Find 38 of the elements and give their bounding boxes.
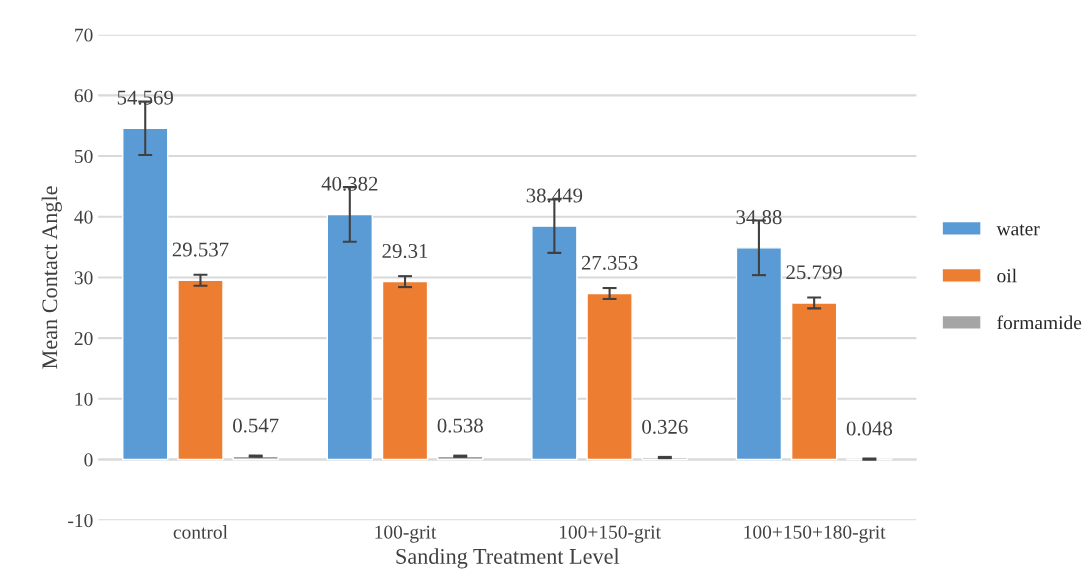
- data-label: 38.449: [526, 188, 583, 203]
- data-label: 0.538: [437, 418, 483, 433]
- legend-label: oil: [997, 268, 1017, 283]
- y-tick-label: 50: [75, 149, 93, 163]
- bar: [177, 279, 224, 461]
- y-tick-label: 60: [74, 89, 93, 103]
- y-tick-label: -10: [68, 514, 93, 528]
- x-axis-title: Sanding Treatment Level: [396, 548, 620, 569]
- y-tick-label: 0: [84, 453, 93, 467]
- data-label: 34.88: [736, 210, 782, 225]
- x-tick-label: control: [173, 525, 228, 539]
- y-tick-label: 40: [74, 210, 93, 224]
- bar: [531, 225, 578, 461]
- x-tick-label: 100-grit: [375, 525, 437, 543]
- x-tick-label: 100+150+180-grit: [744, 525, 886, 543]
- y-axis-title: Mean Contact Angle: [41, 186, 62, 369]
- data-label: 0.547: [233, 418, 279, 433]
- data-label: 0.326: [642, 419, 688, 434]
- x-tick-label: 100+150-grit: [559, 525, 661, 543]
- bar: [326, 213, 373, 461]
- data-label: 29.537: [172, 242, 229, 257]
- data-label: 0.048: [846, 421, 893, 436]
- data-label: 54.569: [117, 90, 174, 105]
- data-label: 25.799: [786, 265, 842, 280]
- bar: [381, 280, 429, 461]
- bar: [122, 127, 169, 461]
- y-tick-label: 30: [74, 271, 93, 285]
- y-tick-label: 20: [74, 331, 93, 346]
- legend-label: formamide: [997, 315, 1082, 330]
- bar: [735, 247, 783, 461]
- y-tick-label: 10: [75, 392, 93, 406]
- data-label: 40.382: [321, 176, 378, 191]
- bar: [586, 292, 633, 461]
- bar: [790, 302, 838, 461]
- y-tick-label: 70: [75, 28, 93, 42]
- data-label: 29.31: [382, 243, 428, 259]
- data-label: 27.353: [581, 255, 638, 270]
- legend-label: water: [996, 224, 1040, 236]
